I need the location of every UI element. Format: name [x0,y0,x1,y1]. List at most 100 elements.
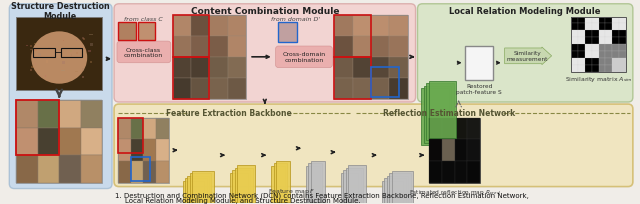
Bar [88,51,92,53]
Bar [455,118,467,140]
Bar [76,40,77,42]
Bar [38,128,60,155]
Bar [592,24,598,31]
Bar [572,59,578,65]
Bar [34,49,36,51]
Bar [353,37,371,58]
Bar [16,101,60,155]
Bar [81,101,102,128]
Ellipse shape [31,32,87,84]
Bar [173,58,209,100]
Bar [232,171,250,204]
Bar [70,50,72,53]
Bar [429,118,480,183]
Bar [371,16,389,37]
Bar [334,58,371,100]
Bar [188,176,209,204]
Bar [173,79,191,100]
Bar [131,157,150,181]
Bar [118,118,169,183]
Bar [209,37,228,58]
Bar [334,79,353,100]
Bar [235,168,253,204]
Bar [209,79,228,100]
Bar [387,176,408,204]
Bar [619,24,626,31]
Bar [90,44,93,47]
Text: Restored
patch-feature S: Restored patch-feature S [456,83,502,94]
Bar [353,58,371,79]
Bar [143,161,156,183]
Bar [173,37,191,58]
Bar [429,161,442,183]
Bar [228,79,246,100]
Bar [143,140,156,161]
Bar [572,65,578,72]
Bar [619,45,626,52]
Bar [572,17,626,72]
Bar [424,86,451,143]
Bar [75,72,78,73]
Bar [83,69,84,71]
Bar [612,31,619,38]
FancyArrow shape [505,48,552,65]
Text: Local Relation Modeling Module, and Structure Destruction Module.: Local Relation Modeling Module, and Stru… [125,197,361,203]
Bar [16,18,102,91]
Bar [619,59,626,65]
FancyBboxPatch shape [417,5,633,103]
Bar [612,45,619,52]
Bar [61,49,83,58]
Bar [278,23,297,43]
Text: Cross-class
combination: Cross-class combination [124,47,163,58]
Bar [173,16,209,58]
Bar [585,31,592,38]
Bar [138,23,155,41]
Bar [442,118,455,140]
Bar [612,38,619,45]
Bar [612,52,619,59]
Bar [50,36,51,37]
Bar [371,68,399,97]
Bar [442,140,455,161]
Bar [16,101,102,183]
Bar [585,24,592,31]
Bar [592,17,598,24]
Bar [612,17,619,24]
Bar [118,23,136,41]
Bar [572,31,578,38]
Bar [34,43,36,45]
Bar [191,79,209,100]
Text: Cross-domain
combination: Cross-domain combination [282,52,326,63]
Bar [76,53,78,55]
FancyBboxPatch shape [276,47,332,68]
Bar [585,52,592,59]
Bar [619,65,626,72]
Bar [209,58,228,79]
Bar [429,82,456,138]
Bar [572,38,578,45]
Bar [71,55,72,57]
Bar [90,61,92,64]
Bar [389,16,408,37]
Bar [578,45,585,52]
Text: from domain D': from domain D' [271,17,320,22]
Bar [578,24,585,31]
Bar [384,178,406,204]
Bar [29,45,32,48]
Bar [343,171,361,204]
Bar [371,79,389,100]
Bar [334,16,353,37]
Bar [585,59,592,65]
Bar [619,31,626,38]
Bar [156,140,169,161]
Bar [156,161,169,183]
Bar [455,161,467,183]
Bar [79,58,82,60]
Bar [62,61,65,64]
Bar [426,84,454,141]
Bar [585,45,592,52]
Bar [131,140,143,161]
Text: Similarity
measurement: Similarity measurement [506,51,548,62]
Bar [578,59,585,65]
Bar [230,173,248,204]
